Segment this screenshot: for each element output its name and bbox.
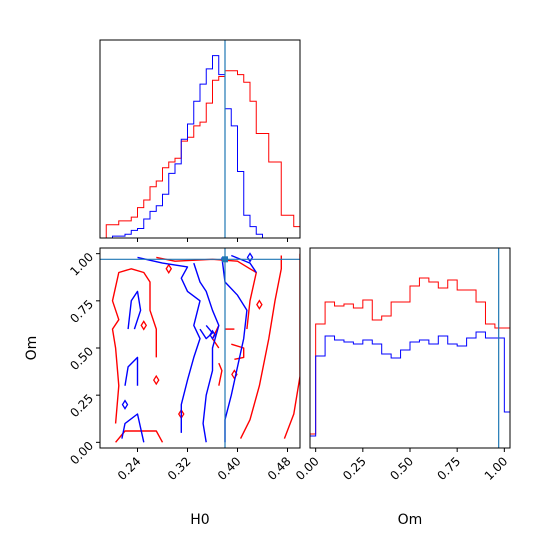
blue-contour-island xyxy=(246,252,254,263)
om-axis-label-left: Om xyxy=(24,336,40,361)
h0-tick-label: 0.40 xyxy=(215,454,244,483)
om-histogram-panel: 0.00 0.25 0.50 0.75 1.00 xyxy=(293,247,511,483)
red-contour xyxy=(156,256,257,330)
blue-contour xyxy=(231,254,257,273)
contour-lines xyxy=(111,252,300,443)
red-contour xyxy=(111,268,157,424)
red-h0-histogram xyxy=(100,70,301,239)
red-contour-island xyxy=(177,408,185,420)
om-hist-tick-label: 1.00 xyxy=(482,454,511,483)
blue-contour xyxy=(124,356,139,386)
red-contour xyxy=(218,362,223,386)
om-tick-label: 0.75 xyxy=(67,297,96,326)
blue-contour xyxy=(221,257,248,443)
blue-contour xyxy=(199,324,214,340)
blue-contour-island xyxy=(209,329,216,341)
om-tick-label: 0.25 xyxy=(67,391,96,420)
h0-tick-label: 0.48 xyxy=(265,454,294,483)
h0-histogram-frame xyxy=(99,39,301,239)
om-hist-tick-label: 0.75 xyxy=(434,454,463,483)
h0-histogram-panel xyxy=(99,39,301,242)
red-contour-island xyxy=(231,369,238,380)
om-tick-label: 1.00 xyxy=(67,250,96,279)
om-hist-tick-label: 0.25 xyxy=(340,454,369,483)
blue-contour-island xyxy=(121,399,129,410)
contour-frame xyxy=(99,247,301,449)
red-contour-island xyxy=(152,374,160,386)
om-tick-label: 0.00 xyxy=(67,439,96,468)
om-hist-tick-label: 0.00 xyxy=(293,454,322,483)
red-contour xyxy=(283,253,300,439)
red-contour-island xyxy=(165,263,173,274)
h0-om-contour-panel: 0.24 0.32 0.40 0.48 0.00 0.25 0.50 0.75 1.00 xyxy=(67,247,301,483)
red-om-histogram xyxy=(309,277,511,448)
blue-contour xyxy=(193,262,220,443)
red-contour xyxy=(239,255,282,439)
red-contour-island xyxy=(140,320,148,331)
blue-contour xyxy=(137,256,201,433)
blue-h0-histogram xyxy=(100,55,300,239)
blue-om-histogram xyxy=(309,331,511,448)
om-axis-label-bottom: Om xyxy=(398,512,423,528)
h0-axis-label: H0 xyxy=(190,512,209,528)
h0-tick-label: 0.32 xyxy=(165,454,194,483)
om-tick-label: 0.50 xyxy=(67,344,96,373)
blue-contour xyxy=(127,290,142,330)
red-contour-island xyxy=(256,299,263,310)
contour-truth-marker xyxy=(222,256,228,263)
axis-labels: H0 Om Om xyxy=(24,336,422,528)
om-hist-tick-label: 0.50 xyxy=(387,454,416,483)
blue-contour xyxy=(121,413,145,443)
h0-tick-label: 0.24 xyxy=(115,454,144,483)
